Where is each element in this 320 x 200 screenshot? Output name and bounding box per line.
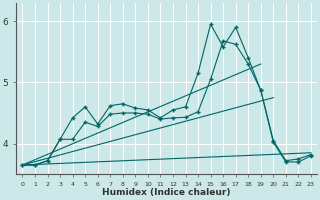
X-axis label: Humidex (Indice chaleur): Humidex (Indice chaleur) bbox=[102, 188, 231, 197]
